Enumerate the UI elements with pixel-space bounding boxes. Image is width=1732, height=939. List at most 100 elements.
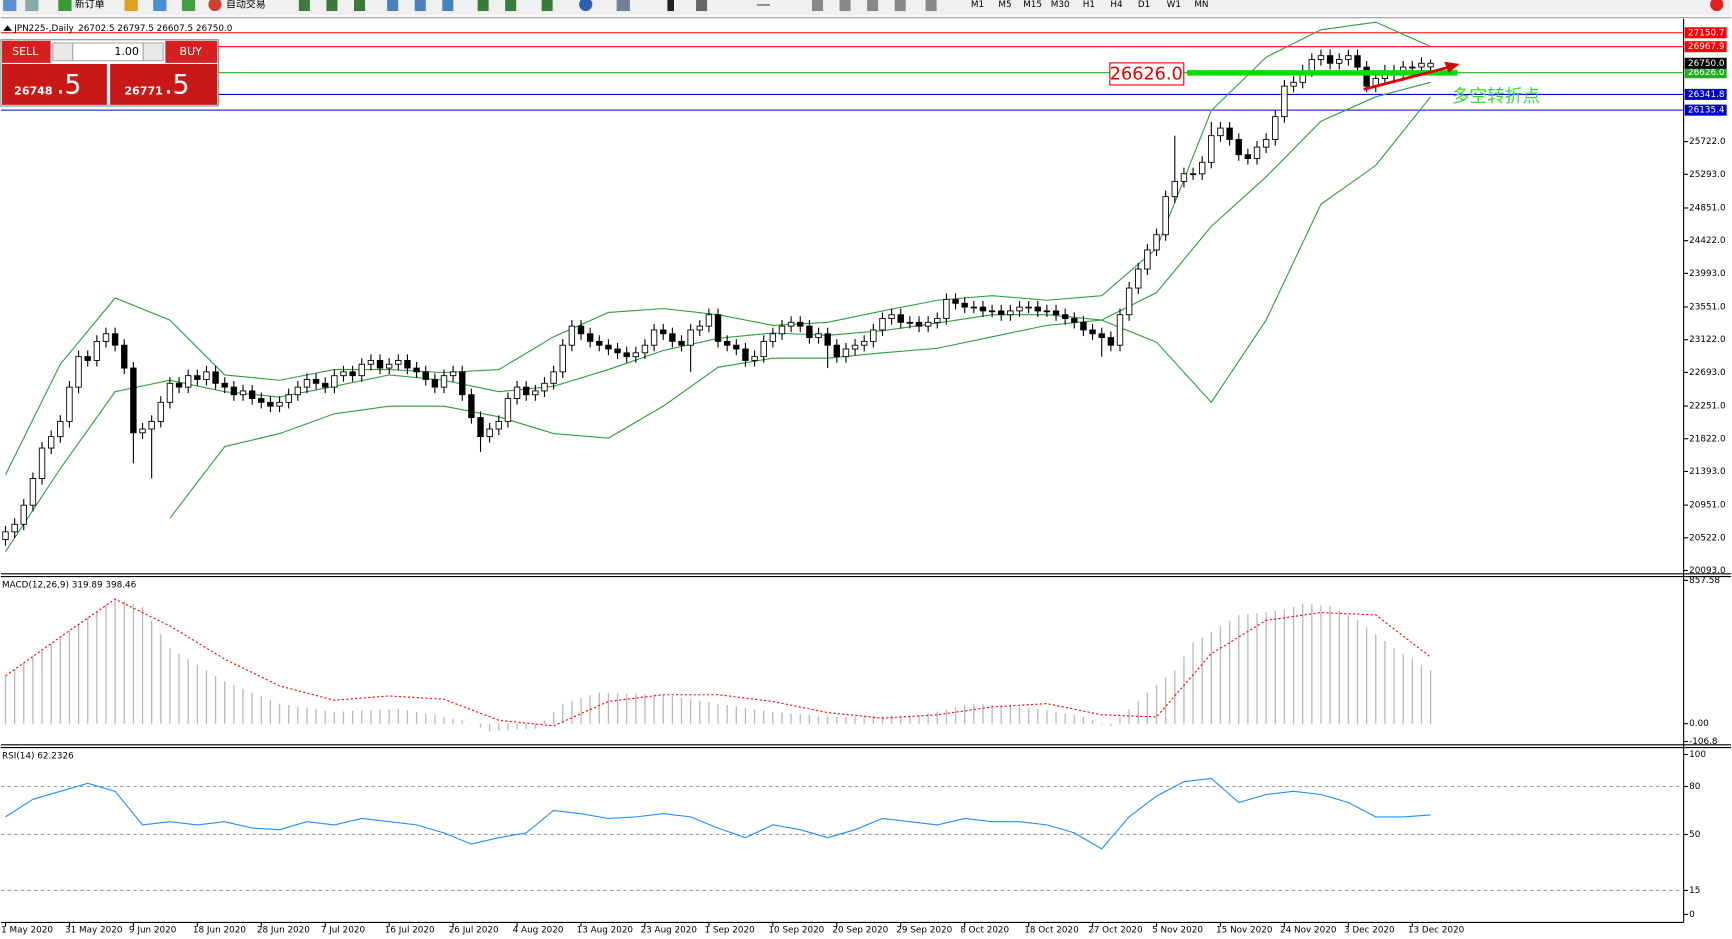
sell-price-pips[interactable]: .5 bbox=[56, 70, 81, 101]
candle-body bbox=[139, 428, 146, 434]
icon[interactable] bbox=[387, 0, 399, 12]
candle-body bbox=[550, 371, 557, 384]
y-tick-label: 50 bbox=[1689, 830, 1701, 840]
icon[interactable] bbox=[925, 0, 937, 12]
annotation-box bbox=[1109, 62, 1185, 86]
candle-body bbox=[285, 394, 292, 403]
icon[interactable] bbox=[477, 0, 489, 12]
icon[interactable] bbox=[579, 0, 593, 12]
icon[interactable] bbox=[867, 0, 879, 12]
icon[interactable] bbox=[3, 0, 17, 12]
buy-button[interactable] bbox=[165, 40, 218, 63]
level-label-bg bbox=[1684, 27, 1727, 39]
buy-price[interactable]: 26771 bbox=[125, 85, 163, 98]
toolbar-button[interactable]: 新订单 bbox=[75, 0, 105, 10]
icon[interactable] bbox=[208, 0, 222, 12]
icon[interactable] bbox=[541, 0, 553, 12]
buy-label[interactable]: BUY bbox=[180, 45, 203, 58]
candle-body bbox=[787, 321, 795, 327]
icon[interactable] bbox=[616, 0, 630, 12]
timeframe-button[interactable]: W1 bbox=[1167, 0, 1181, 10]
icon[interactable] bbox=[442, 0, 454, 12]
y-tick-label: 21393.0 bbox=[1689, 467, 1726, 477]
x-tick-label: 23 Aug 2020 bbox=[641, 926, 698, 936]
icon[interactable] bbox=[414, 0, 426, 12]
candle-body bbox=[175, 382, 183, 388]
candle-body bbox=[1199, 161, 1206, 175]
y-tick-label: 20522.0 bbox=[1689, 533, 1726, 543]
candle-body bbox=[1153, 234, 1160, 251]
x-tick-label: 29 Sep 2020 bbox=[896, 926, 952, 936]
candle-body bbox=[824, 333, 831, 346]
y-tick-label: 22693.0 bbox=[1689, 368, 1726, 378]
y-tick-label: 0.00 bbox=[1689, 719, 1709, 729]
timeframe-button[interactable]: D1 bbox=[1138, 0, 1150, 10]
x-tick-label: 7 Jul 2020 bbox=[321, 926, 366, 936]
candle-body bbox=[422, 371, 429, 380]
candle-body bbox=[568, 325, 576, 346]
icon[interactable] bbox=[153, 0, 167, 12]
timeframe-button[interactable]: M5 bbox=[998, 0, 1011, 10]
candle-body bbox=[897, 314, 904, 323]
x-tick-label: 3 Dec 2020 bbox=[1344, 926, 1395, 936]
icon[interactable] bbox=[1710, 0, 1724, 12]
timeframe-button[interactable]: H1 bbox=[1083, 0, 1095, 10]
candle-body bbox=[1061, 314, 1069, 319]
lot-down[interactable] bbox=[52, 42, 74, 62]
icon[interactable] bbox=[25, 0, 39, 12]
timeframes: M1 M5 M15 M30 H1 H4 D1 W1 MN bbox=[971, 0, 1209, 10]
candle-body bbox=[861, 340, 868, 346]
candle-body bbox=[331, 375, 338, 388]
icon[interactable] bbox=[505, 0, 517, 12]
candle-body bbox=[166, 382, 174, 403]
arrow-head bbox=[1444, 61, 1460, 73]
icon[interactable] bbox=[326, 0, 338, 12]
x-tick-label: 15 Nov 2020 bbox=[1216, 926, 1273, 936]
sell-label[interactable]: SELL bbox=[12, 45, 39, 58]
icon[interactable] bbox=[298, 0, 310, 12]
buy-price-pips[interactable]: .5 bbox=[164, 70, 189, 101]
y-tick-label: 24422.0 bbox=[1689, 236, 1726, 246]
icon[interactable] bbox=[354, 0, 366, 12]
candle-body bbox=[504, 398, 512, 422]
x-tick-label: 1 May 2020 bbox=[1, 926, 53, 936]
chart-bg bbox=[0, 15, 1732, 939]
candle-body bbox=[486, 428, 493, 438]
candle-body bbox=[102, 333, 110, 342]
y-tick-label: -106.8 bbox=[1689, 737, 1717, 747]
lot-value[interactable]: 1.00 bbox=[114, 45, 139, 58]
annotation-label: 26626.0 bbox=[1110, 64, 1183, 84]
candle-body bbox=[1007, 310, 1014, 316]
annotation-arrow bbox=[1363, 65, 1449, 91]
sell-price-button[interactable] bbox=[2, 63, 107, 105]
icon[interactable] bbox=[696, 0, 708, 12]
candle-body bbox=[358, 363, 365, 377]
candle-body bbox=[1052, 310, 1060, 316]
sell-price[interactable]: 26748 bbox=[14, 85, 52, 98]
candle-body bbox=[1290, 81, 1297, 87]
icon[interactable] bbox=[894, 0, 906, 12]
icon[interactable] bbox=[811, 0, 823, 12]
candle-body bbox=[1308, 59, 1316, 72]
icon[interactable] bbox=[124, 0, 138, 12]
icon[interactable] bbox=[839, 0, 851, 12]
candle-body bbox=[1326, 55, 1334, 64]
icon[interactable] bbox=[58, 0, 72, 12]
timeframe-button[interactable]: M15 bbox=[1023, 0, 1042, 10]
icon[interactable] bbox=[756, 4, 771, 6]
icon[interactable] bbox=[181, 0, 196, 12]
timeframe-button[interactable]: H4 bbox=[1110, 0, 1123, 10]
timeframe-button[interactable]: MN bbox=[1194, 0, 1208, 10]
buy-price-button[interactable] bbox=[110, 63, 218, 105]
timeframe-button[interactable]: M1 bbox=[971, 0, 984, 10]
sell-button[interactable] bbox=[2, 40, 51, 63]
ohlc-label: 26702.5 26797.5 26607.5 26750.0 bbox=[78, 24, 233, 34]
timeframe-button[interactable]: M30 bbox=[1051, 0, 1070, 10]
candle-body bbox=[1418, 62, 1425, 68]
toolbar: 新订单 自动交易 M1 M5 M15 M30 H1 H4 D1 W1 MN bbox=[0, 0, 1732, 16]
candle-body bbox=[1071, 318, 1078, 323]
lot-up[interactable] bbox=[142, 42, 164, 62]
toolbar-button[interactable]: 自动交易 bbox=[226, 0, 266, 10]
icon[interactable] bbox=[667, 0, 675, 12]
candle-body bbox=[57, 420, 64, 438]
